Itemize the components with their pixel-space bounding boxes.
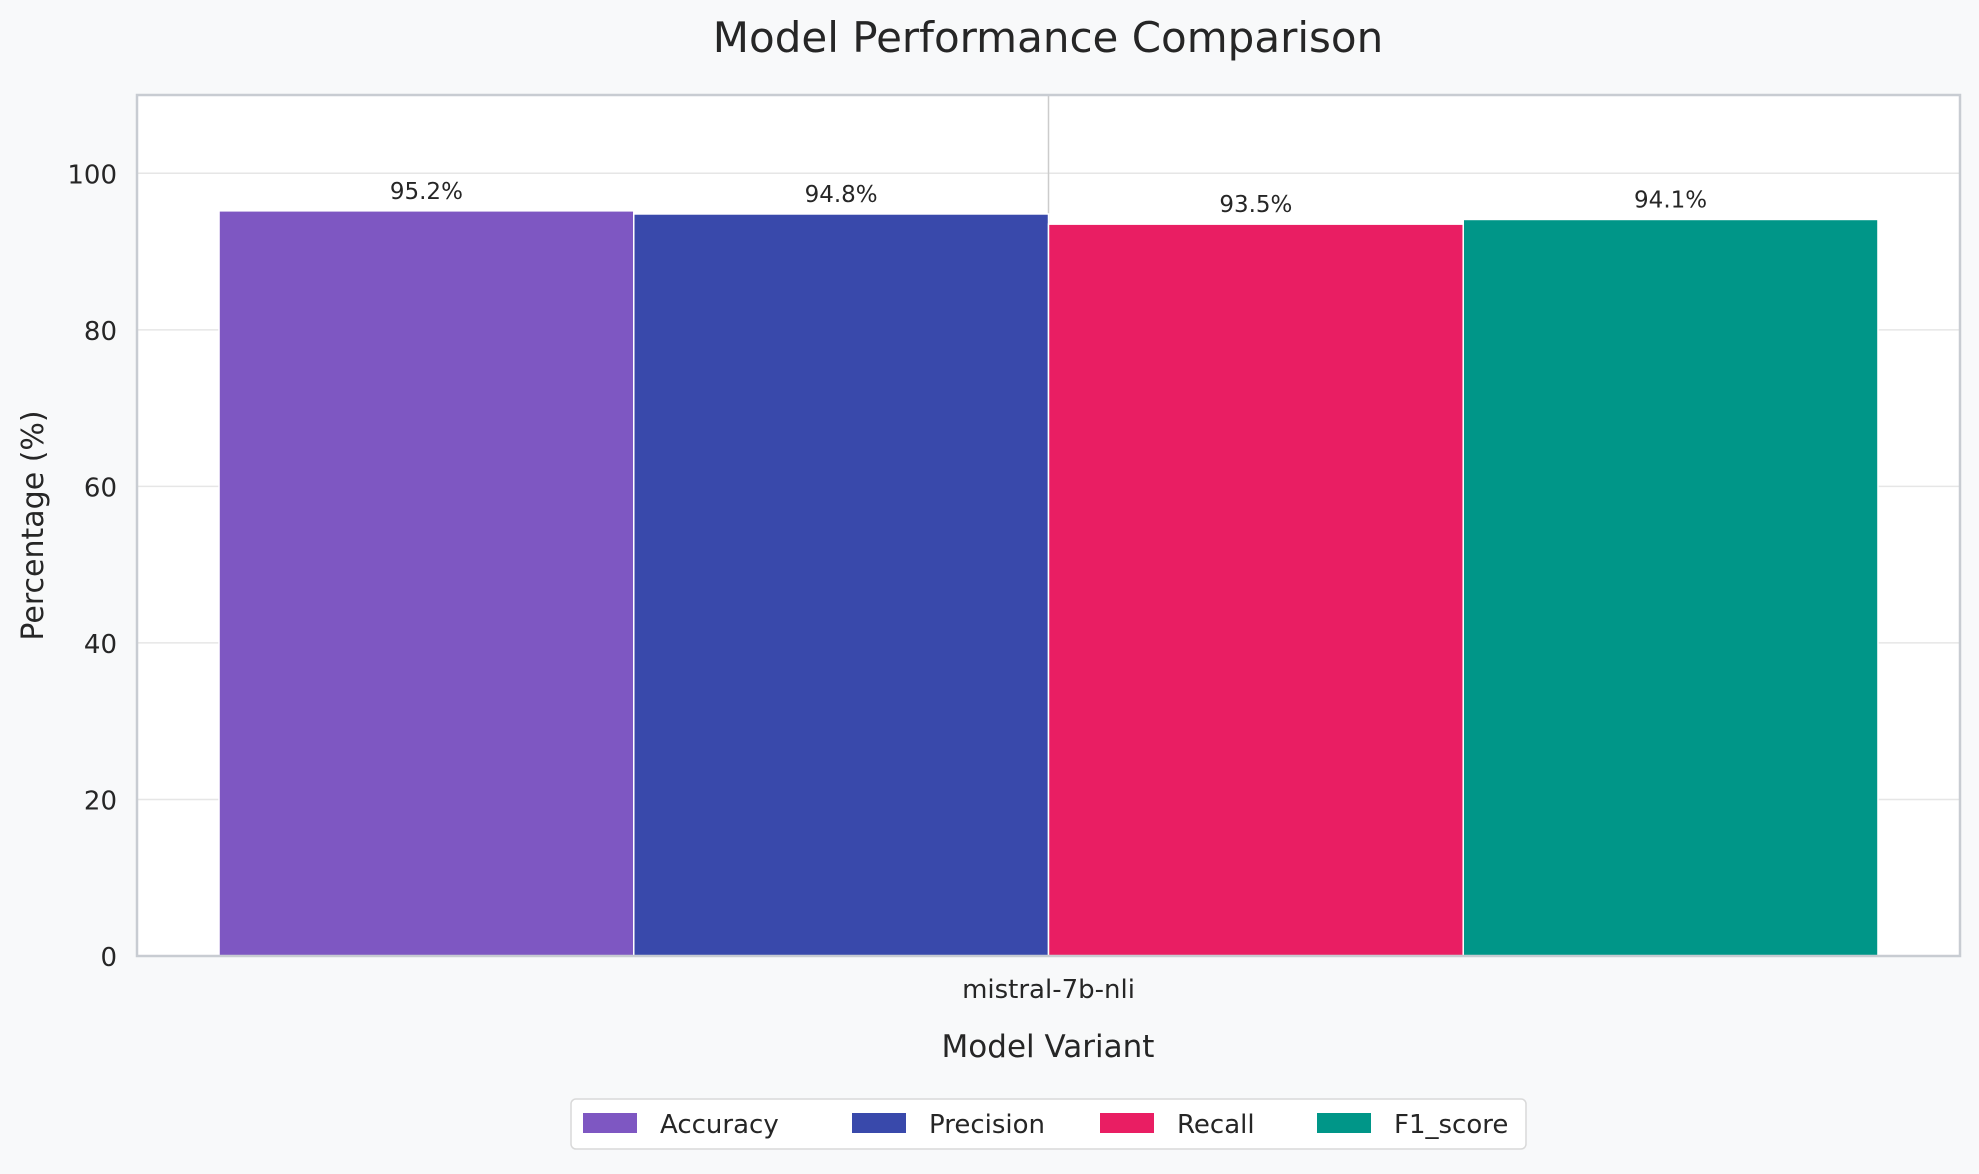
y-tick-label: 40 xyxy=(84,630,117,660)
y-tick-label: 0 xyxy=(100,943,117,973)
legend-swatch xyxy=(583,1113,637,1133)
y-tick-label: 100 xyxy=(67,160,117,190)
legend: Accuracy Precision Recall F1_score xyxy=(570,1098,1527,1150)
plot-frame xyxy=(135,93,1962,958)
x-tick-label: mistral-7b-nli xyxy=(962,975,1135,1005)
legend-label: Accuracy xyxy=(660,1110,779,1140)
chart-title: Model Performance Comparison xyxy=(713,13,1383,62)
legend-swatch xyxy=(1100,1113,1154,1133)
bars xyxy=(218,210,1879,957)
bar-value-label: 94.1% xyxy=(1634,187,1707,213)
y-axis-ticks: 0 20 40 60 80 100 xyxy=(67,160,117,973)
legend-swatch xyxy=(1317,1113,1371,1133)
bar-precision xyxy=(633,213,1050,957)
legend-label: Precision xyxy=(929,1110,1045,1140)
bar-accuracy xyxy=(218,210,635,957)
bar-value-label: 94.8% xyxy=(805,182,878,208)
legend-label: Recall xyxy=(1177,1110,1255,1140)
bar-value-label: 93.5% xyxy=(1219,192,1292,218)
y-tick-label: 60 xyxy=(84,473,117,503)
bar-value-labels: 95.2% 94.8% 93.5% 94.1% xyxy=(390,179,1707,218)
y-tick-label: 20 xyxy=(84,786,117,816)
legend-box xyxy=(570,1098,1527,1150)
x-axis-ticks: mistral-7b-nli xyxy=(962,975,1135,1005)
y-axis-label: Percentage (%) xyxy=(16,410,51,640)
y-tick-label: 80 xyxy=(84,317,117,347)
x-axis-label: Model Variant xyxy=(942,1029,1155,1065)
bar-value-label: 95.2% xyxy=(390,179,463,205)
bar-f1-score xyxy=(1462,218,1879,957)
legend-label: F1_score xyxy=(1394,1110,1508,1140)
legend-swatch xyxy=(852,1113,906,1133)
bar-recall xyxy=(1047,223,1464,957)
